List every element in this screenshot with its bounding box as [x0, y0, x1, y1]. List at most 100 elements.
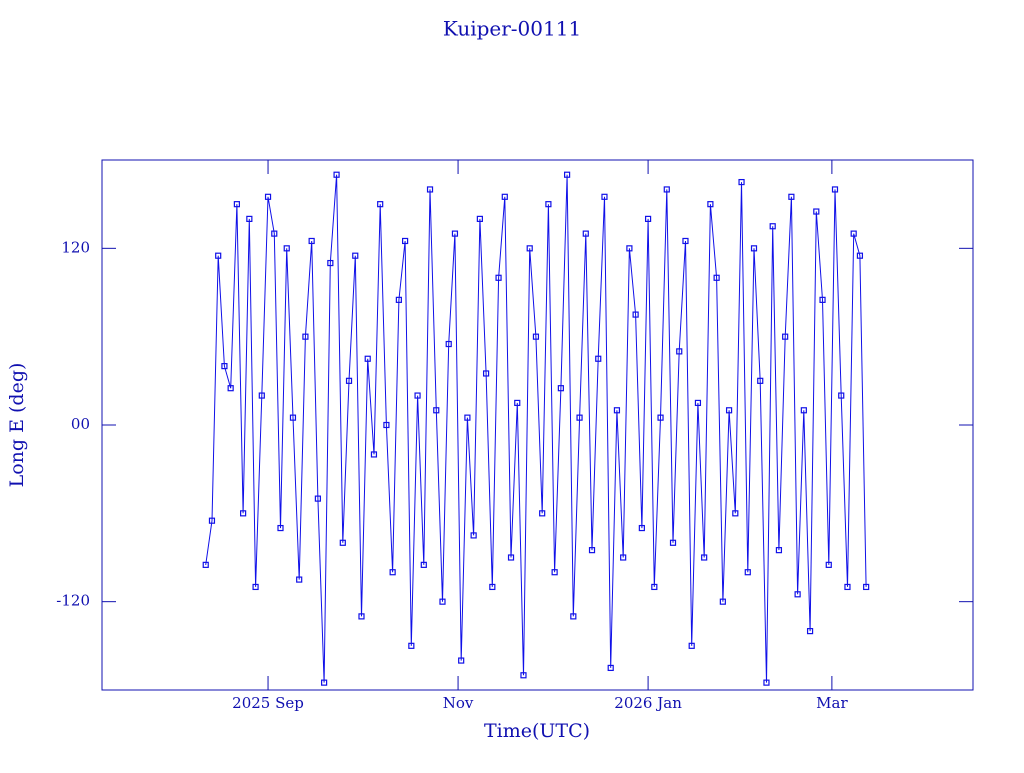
point — [395, 296, 402, 303]
point — [663, 186, 670, 193]
chart-title: Kuiper-00111 — [443, 17, 581, 41]
point — [856, 252, 864, 259]
x-tick-label: Mar — [816, 694, 848, 712]
point — [588, 547, 596, 554]
point — [246, 215, 253, 222]
point — [202, 561, 209, 568]
point — [576, 414, 583, 421]
point — [426, 186, 434, 193]
point — [806, 628, 814, 635]
point — [383, 421, 390, 429]
point — [744, 569, 751, 576]
point — [557, 385, 564, 392]
point — [638, 524, 645, 532]
point — [258, 392, 265, 399]
point — [283, 245, 290, 252]
point — [314, 495, 321, 502]
y-axis-label: Long E (deg) — [6, 363, 28, 488]
point — [819, 296, 826, 303]
point — [763, 679, 770, 686]
point — [215, 252, 222, 259]
point — [532, 333, 540, 340]
point — [632, 311, 639, 318]
point — [738, 178, 745, 186]
point — [551, 569, 558, 576]
point — [352, 252, 359, 259]
point — [725, 407, 733, 414]
plot-area — [202, 171, 870, 686]
point — [451, 230, 459, 237]
x-tick-label: 2025 Sep — [232, 694, 304, 712]
point — [364, 355, 371, 362]
point — [825, 561, 832, 568]
point — [813, 208, 820, 215]
y-tick-label: 00 — [71, 415, 90, 433]
point — [439, 598, 446, 605]
point — [582, 230, 589, 237]
point — [377, 201, 384, 208]
point — [794, 591, 801, 598]
x-axis-label: Time(UTC) — [484, 720, 590, 742]
point — [495, 274, 502, 281]
point — [476, 215, 483, 222]
point — [458, 657, 465, 664]
y-tick-label: 120 — [61, 238, 90, 256]
point — [264, 193, 272, 200]
point — [732, 510, 739, 517]
point — [539, 510, 546, 517]
point — [657, 414, 664, 421]
point — [831, 186, 839, 193]
point — [850, 230, 857, 237]
point — [800, 407, 807, 414]
point — [277, 524, 284, 532]
x-tick-label: 2026 Jan — [614, 694, 682, 712]
point — [520, 672, 527, 679]
point — [750, 245, 758, 252]
point — [289, 414, 297, 421]
point — [775, 547, 783, 554]
point — [271, 230, 278, 237]
point — [470, 532, 477, 539]
point — [707, 201, 714, 208]
point — [208, 517, 216, 524]
point — [613, 407, 621, 414]
point — [863, 583, 870, 591]
point — [570, 613, 577, 620]
point — [788, 193, 795, 200]
point — [445, 340, 452, 348]
point — [252, 583, 259, 591]
y-tick-label: -120 — [56, 592, 90, 610]
point — [408, 642, 415, 649]
point — [838, 392, 845, 399]
point — [221, 363, 228, 370]
point — [464, 414, 471, 421]
point — [682, 237, 689, 245]
point — [694, 399, 702, 407]
point — [757, 377, 764, 384]
point — [414, 392, 421, 399]
point — [669, 539, 677, 546]
point — [601, 193, 608, 200]
point — [233, 201, 240, 208]
point — [389, 569, 396, 576]
point — [514, 399, 521, 407]
series-line — [205, 174, 867, 683]
point — [688, 642, 695, 649]
point — [651, 583, 658, 591]
point — [620, 554, 627, 561]
point — [607, 664, 614, 672]
point — [240, 510, 247, 517]
point — [302, 333, 309, 340]
point — [844, 583, 851, 591]
point — [713, 274, 720, 281]
point — [321, 679, 328, 686]
point — [595, 355, 602, 362]
point — [769, 223, 776, 230]
point — [644, 215, 652, 222]
point — [358, 613, 365, 620]
point — [370, 451, 378, 458]
point — [296, 576, 303, 583]
point — [345, 377, 353, 384]
point — [782, 333, 789, 340]
